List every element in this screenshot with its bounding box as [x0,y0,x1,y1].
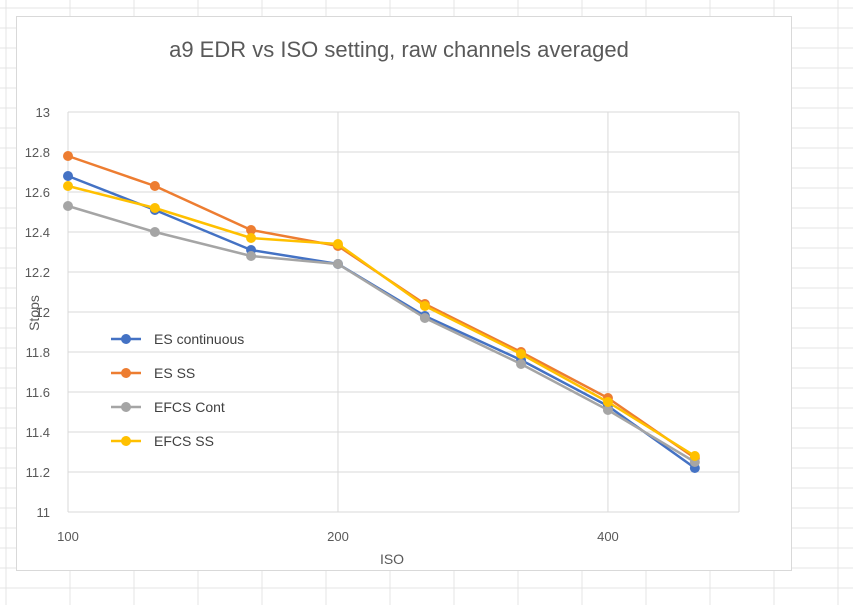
x-axis-title: ISO [380,551,404,567]
legend-item[interactable]: EFCS SS [111,433,214,449]
y-tick-label: 12.6 [25,185,50,200]
y-tick-label: 11.6 [26,385,50,400]
data-point[interactable] [63,201,73,211]
data-point[interactable] [246,233,257,243]
data-point[interactable] [419,301,430,311]
legend-label: EFCS SS [154,433,214,449]
y-tick-label: 11 [37,505,51,520]
chart-plot: a9 EDR vs ISO setting, raw channels aver… [25,37,740,567]
series-es-ss[interactable] [63,151,700,463]
x-tick-label: 200 [327,529,349,544]
series-efcs-ss[interactable] [63,181,700,461]
y-tick-label: 11.4 [26,425,50,440]
legend-label: EFCS Cont [154,399,225,415]
legend-marker [121,334,131,344]
series-line[interactable] [67,184,696,458]
y-tick-label: 13 [36,105,50,120]
legend-marker [121,368,131,378]
data-point[interactable] [602,405,613,415]
data-point[interactable] [689,451,700,461]
legend[interactable]: ES continuous ES SS EFCS Cont EFCS SS [111,331,244,449]
data-point[interactable] [419,313,430,323]
x-axis-tick-labels: 100 200 400 [57,529,619,544]
data-point[interactable] [149,181,160,191]
legend-marker [121,436,131,446]
data-point[interactable] [332,259,343,269]
series-line[interactable] [67,204,696,464]
chart-title: a9 EDR vs ISO setting, raw channels aver… [169,37,629,62]
data-point[interactable] [149,203,160,213]
data-point[interactable] [149,227,160,237]
y-tick-label: 11.8 [26,345,50,360]
data-point[interactable] [516,349,527,359]
data-point[interactable] [246,225,257,235]
data-point[interactable] [63,151,73,161]
data-point[interactable] [63,171,73,181]
x-tick-label: 400 [597,529,619,544]
series-es-continuous[interactable] [63,171,700,473]
y-tick-label: 12 [36,305,50,320]
legend-label: ES SS [154,365,195,381]
data-point[interactable] [63,181,73,191]
y-tick-label: 11.2 [26,465,50,480]
series-line[interactable] [67,174,696,470]
series-layer [63,151,700,473]
data-point[interactable] [246,251,257,261]
y-tick-label: 12.8 [25,145,50,160]
y-tick-label: 12.4 [25,225,50,240]
chart-area[interactable]: a9 EDR vs ISO setting, raw channels aver… [16,16,792,571]
series-efcs-cont[interactable] [63,201,700,467]
gridlines [67,111,740,513]
x-tick-label: 100 [57,529,79,544]
y-axis-title: Stops [26,295,42,331]
legend-item[interactable]: ES continuous [111,331,244,347]
data-point[interactable] [332,239,343,249]
y-tick-label: 12.2 [25,265,50,280]
data-point[interactable] [602,397,613,407]
legend-label: ES continuous [154,331,244,347]
y-axis-tick-labels: 11 11.2 11.4 11.6 11.8 12 12.2 12.4 12.6 12.8 13 [25,105,50,520]
legend-marker [121,402,131,412]
legend-item[interactable]: EFCS Cont [111,399,225,415]
legend-item[interactable]: ES SS [111,365,195,381]
data-point[interactable] [516,359,527,369]
